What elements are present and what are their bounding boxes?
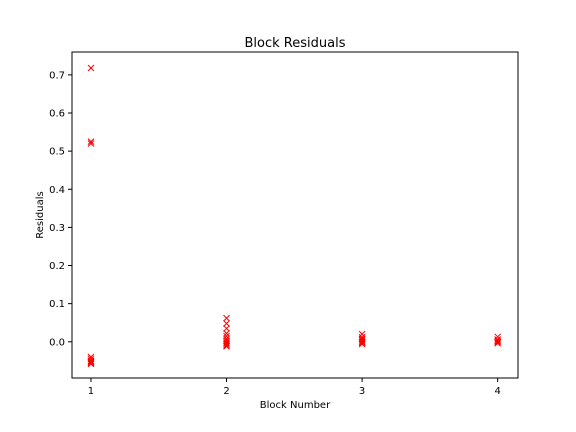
y-tick-label: 0.4 xyxy=(49,185,65,196)
x-tick-label: 1 xyxy=(88,386,94,397)
x-tick-label: 2 xyxy=(223,386,229,397)
y-axis-label: Residuals xyxy=(35,191,46,238)
x-tick-label: 3 xyxy=(359,386,365,397)
y-tick-label: 0.5 xyxy=(49,147,65,158)
y-tick-label: 0.2 xyxy=(49,261,65,272)
y-tick-label: 0.6 xyxy=(49,109,65,120)
y-tick-label: 0.0 xyxy=(49,337,65,348)
x-tick-label: 4 xyxy=(494,386,500,397)
chart-title: Block Residuals xyxy=(245,36,346,51)
y-tick-label: 0.3 xyxy=(49,223,65,234)
x-axis-label: Block Number xyxy=(260,400,331,411)
y-tick-label: 0.7 xyxy=(49,70,65,81)
y-tick-label: 0.1 xyxy=(49,299,65,310)
